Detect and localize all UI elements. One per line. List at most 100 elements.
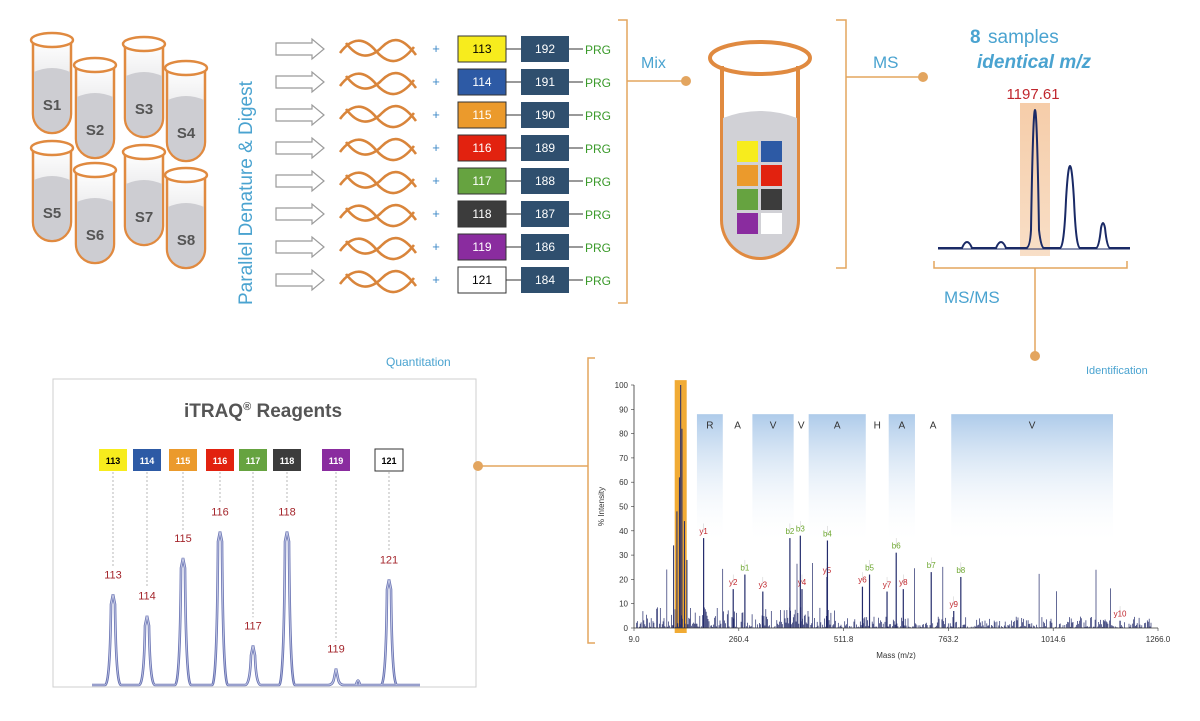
msms-connector-dot bbox=[1030, 351, 1040, 361]
balance-tag bbox=[521, 69, 569, 95]
samples-count: 8 bbox=[970, 27, 981, 48]
tube-rim bbox=[72, 56, 118, 74]
ion-label: b7 bbox=[927, 561, 936, 570]
peptide-strand-icon bbox=[344, 170, 418, 189]
reagent-row: +117 188 PRG bbox=[275, 167, 611, 195]
identification-bracket bbox=[587, 357, 595, 644]
tube-liquid bbox=[168, 203, 204, 267]
mix-swatch bbox=[761, 141, 782, 162]
y-tick-label: 30 bbox=[619, 551, 628, 560]
tube-rim bbox=[72, 161, 118, 179]
plus-icon: + bbox=[432, 272, 440, 287]
ion-label: y6 bbox=[858, 576, 867, 585]
sequence-residue: A bbox=[834, 421, 841, 432]
sample-tube: S7 bbox=[121, 143, 167, 247]
plus-icon: + bbox=[432, 74, 440, 89]
tube-label: S8 bbox=[177, 232, 195, 249]
quant-legend-swatch bbox=[169, 449, 197, 471]
quant-legend-swatch bbox=[322, 449, 350, 471]
y-tick-label: 20 bbox=[619, 575, 628, 584]
tube-label: S2 bbox=[86, 122, 104, 139]
tube-rim bbox=[163, 59, 209, 77]
quant-legend-swatch bbox=[133, 449, 161, 471]
tube-rim bbox=[121, 35, 167, 53]
sequence-residue: V bbox=[770, 421, 777, 432]
quant-legend-swatch bbox=[273, 449, 301, 471]
tube-liquid bbox=[34, 176, 70, 240]
plus-icon: + bbox=[432, 140, 440, 155]
reagent-row: +114 191 PRG bbox=[275, 68, 611, 96]
quant-legend-swatch bbox=[99, 449, 127, 471]
y-tick-label: 40 bbox=[619, 527, 628, 536]
peptide-strand-icon bbox=[344, 269, 418, 288]
mixing-tube bbox=[708, 40, 812, 260]
mix-connector-dot bbox=[681, 76, 691, 86]
x-tick-label: 1014.6 bbox=[1041, 635, 1066, 644]
arrow-icon bbox=[275, 136, 325, 160]
arrow-icon bbox=[275, 268, 325, 292]
tube-liquid bbox=[168, 96, 204, 160]
ion-label: b2 bbox=[785, 527, 794, 536]
reagent-rows: +113 192 PRG + 114 191 PRG + 115 190 PRG + 116 189 PRG… bbox=[275, 35, 611, 294]
tube-liquid bbox=[126, 180, 162, 244]
reporter-tag bbox=[457, 233, 507, 261]
quant-peak-label: 121 bbox=[380, 554, 398, 566]
sequence-residue: V bbox=[1029, 421, 1036, 432]
plus-icon: + bbox=[432, 239, 440, 254]
y-tick-label: 50 bbox=[619, 503, 628, 512]
ion-label: b4 bbox=[823, 530, 832, 539]
sample-tube: S3 bbox=[121, 35, 167, 139]
ion-label: b1 bbox=[740, 564, 749, 573]
sequence-shade bbox=[696, 414, 723, 546]
sequence-residue: H bbox=[874, 421, 881, 432]
tube-label: S3 bbox=[135, 101, 153, 118]
quant-legend-label: 116 bbox=[213, 456, 228, 466]
quant-legend-label: 118 bbox=[280, 456, 295, 466]
x-tick-label: 9.0 bbox=[628, 635, 640, 644]
reagent-row: +118 187 PRG bbox=[275, 200, 611, 228]
arrow-icon bbox=[275, 70, 325, 94]
quant-peak-label: 117 bbox=[244, 620, 262, 632]
tube-label: S7 bbox=[135, 209, 153, 226]
y-tick-label: 10 bbox=[619, 600, 628, 609]
x-tick-label: 1266.0 bbox=[1146, 635, 1171, 644]
plus-icon: + bbox=[432, 206, 440, 221]
ms-spectrum-trace bbox=[938, 108, 1130, 249]
prg-label: PRG bbox=[585, 208, 611, 222]
sequence-shade bbox=[888, 414, 915, 546]
msms-bracket bbox=[933, 261, 1128, 269]
balance-tag bbox=[521, 102, 569, 128]
mix-swatch bbox=[761, 165, 782, 186]
sample-tube: S8 bbox=[163, 166, 209, 270]
balance-mass: 187 bbox=[535, 207, 555, 221]
ion-label: y10 bbox=[1114, 610, 1127, 619]
reporter-tag bbox=[457, 200, 507, 228]
sequence-shade bbox=[951, 414, 1113, 546]
y-tick-label: 0 bbox=[624, 624, 629, 633]
reporter-mass: 118 bbox=[472, 207, 491, 221]
identical-mz: identical m/z bbox=[977, 52, 1092, 73]
ion-label: y8 bbox=[899, 578, 908, 587]
tube-label: S6 bbox=[86, 227, 104, 244]
quant-reporter-spectrum: 113 114 115 116 117 118 119 121 bbox=[92, 472, 420, 687]
msms-identification-chart: RAVVAHAAVy1y2b1y3b2y4b3y5b4y6b5b6y7y8b7y… bbox=[597, 380, 1171, 660]
y-axis-label: % Intensity bbox=[597, 487, 606, 526]
y-tick-label: 100 bbox=[615, 381, 629, 390]
reporter-mass: 117 bbox=[472, 174, 491, 188]
prg-label: PRG bbox=[585, 241, 611, 255]
balance-mass: 188 bbox=[535, 174, 555, 188]
prg-label: PRG bbox=[585, 175, 611, 189]
balance-tag bbox=[521, 201, 569, 227]
quant-peak-label: 116 bbox=[211, 507, 229, 519]
peptide-strand-icon bbox=[344, 38, 418, 57]
prg-label: PRG bbox=[585, 142, 611, 156]
ion-label: b8 bbox=[956, 566, 965, 575]
background-peaks bbox=[636, 563, 1152, 628]
balance-mass: 189 bbox=[535, 141, 555, 155]
ion-label: y9 bbox=[950, 600, 959, 609]
ms-peak-highlight bbox=[1020, 103, 1050, 256]
y-tick-label: 80 bbox=[619, 430, 628, 439]
parallel-denature-digest-label: Parallel Denature & Digest bbox=[236, 80, 257, 305]
quant-legend-label: 119 bbox=[329, 456, 344, 466]
